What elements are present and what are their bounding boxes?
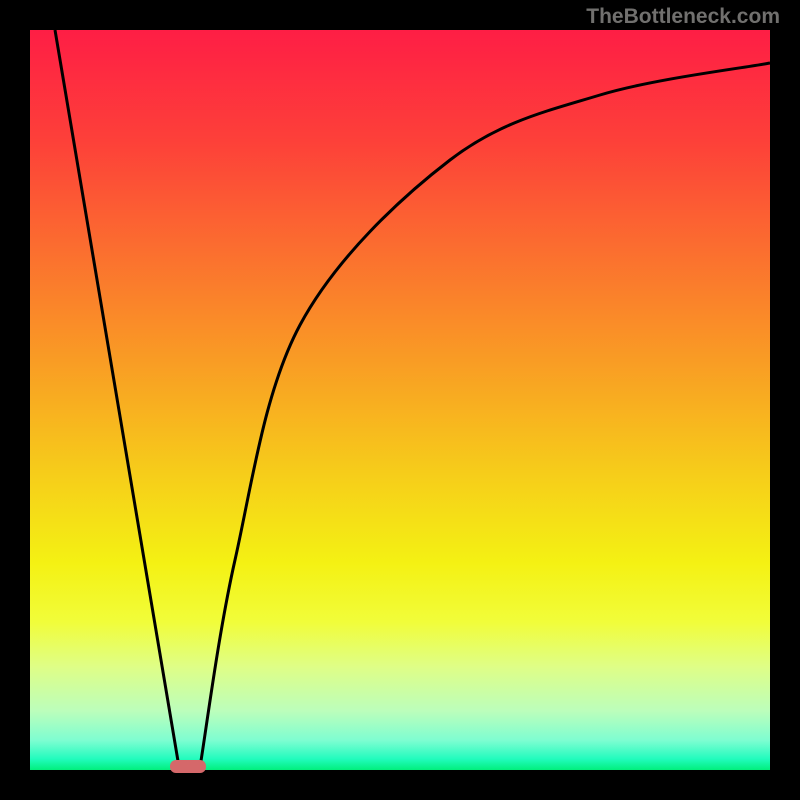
- plot-background: [30, 30, 770, 770]
- bottleneck-chart: [0, 0, 800, 800]
- watermark-text: TheBottleneck.com: [586, 5, 780, 29]
- optimal-marker: [170, 760, 206, 773]
